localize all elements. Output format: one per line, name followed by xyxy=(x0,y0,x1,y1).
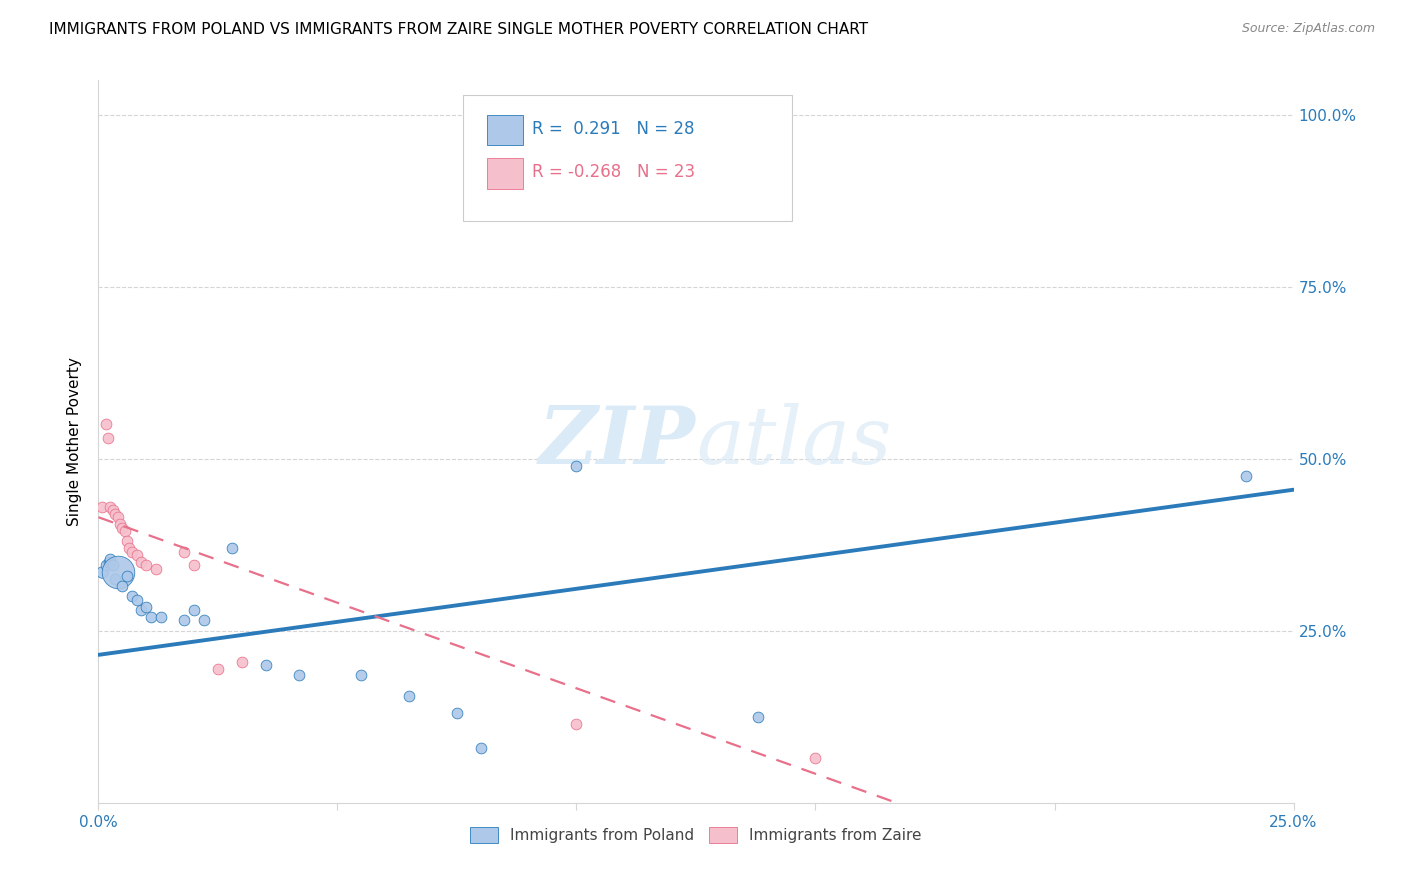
FancyBboxPatch shape xyxy=(463,95,792,221)
Point xyxy=(350,668,373,682)
Text: atlas: atlas xyxy=(696,403,891,480)
Point xyxy=(135,558,157,573)
Point xyxy=(131,555,153,569)
Point xyxy=(173,544,195,558)
Point xyxy=(135,599,157,614)
Point xyxy=(139,610,162,624)
Point xyxy=(254,658,277,673)
Point xyxy=(91,566,114,580)
Text: IMMIGRANTS FROM POLAND VS IMMIGRANTS FROM ZAIRE SINGLE MOTHER POVERTY CORRELATIO: IMMIGRANTS FROM POLAND VS IMMIGRANTS FRO… xyxy=(49,22,869,37)
Point xyxy=(107,510,129,524)
Point xyxy=(115,568,138,582)
Y-axis label: Single Mother Poverty: Single Mother Poverty xyxy=(67,357,83,526)
Point xyxy=(446,706,468,721)
Point xyxy=(231,655,253,669)
Point xyxy=(207,662,229,676)
Point xyxy=(183,558,205,573)
Point xyxy=(398,689,420,703)
Point xyxy=(101,558,124,573)
Point xyxy=(131,603,153,617)
Point xyxy=(97,431,120,445)
Point xyxy=(193,614,215,628)
Point xyxy=(94,558,117,573)
Point xyxy=(111,520,134,534)
Point xyxy=(125,592,148,607)
Point xyxy=(104,572,127,586)
Point xyxy=(747,710,769,724)
Point xyxy=(114,524,136,538)
Point xyxy=(108,517,131,532)
Text: R = -0.268   N = 23: R = -0.268 N = 23 xyxy=(533,163,696,181)
Point xyxy=(121,590,143,604)
Point xyxy=(98,551,122,566)
Text: R =  0.291   N = 28: R = 0.291 N = 28 xyxy=(533,120,695,137)
Point xyxy=(145,562,167,576)
Point xyxy=(101,503,124,517)
Point xyxy=(183,603,205,617)
Text: Source: ZipAtlas.com: Source: ZipAtlas.com xyxy=(1241,22,1375,36)
Point xyxy=(173,614,195,628)
Point xyxy=(94,417,117,432)
Point xyxy=(104,507,127,521)
Point xyxy=(91,500,114,514)
Point xyxy=(111,579,134,593)
Bar xyxy=(486,115,523,145)
Point xyxy=(97,555,120,569)
Point xyxy=(115,534,138,549)
Text: ZIP: ZIP xyxy=(538,403,696,480)
Bar xyxy=(486,158,523,189)
Point xyxy=(565,458,588,473)
Point xyxy=(107,566,129,580)
Point xyxy=(804,751,827,765)
Point xyxy=(1234,469,1257,483)
Point xyxy=(121,544,143,558)
Point xyxy=(149,610,172,624)
Point xyxy=(470,740,492,755)
Point xyxy=(125,548,148,562)
Point xyxy=(565,716,588,731)
Point xyxy=(288,668,311,682)
Point xyxy=(221,541,243,556)
Point xyxy=(118,541,141,556)
Point xyxy=(98,500,122,514)
Legend: Immigrants from Poland, Immigrants from Zaire: Immigrants from Poland, Immigrants from … xyxy=(464,822,928,849)
